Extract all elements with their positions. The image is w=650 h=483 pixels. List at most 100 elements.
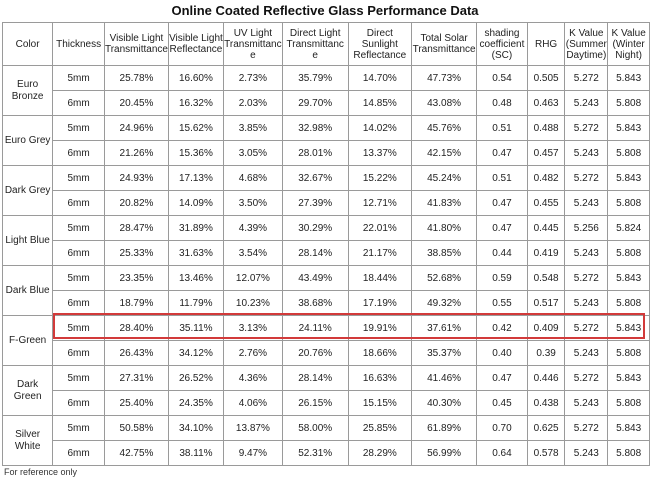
table-cell: 0.39 <box>526 340 566 366</box>
table-cell: 5.272 <box>564 265 609 291</box>
table-cell: 13.37% <box>347 140 413 166</box>
table-cell: 19.91% <box>347 315 413 341</box>
table-cell: 5.808 <box>607 340 650 366</box>
table-cell: 17.13% <box>167 165 224 191</box>
table-cell: 2.73% <box>222 65 283 91</box>
table-row: Euro Grey 5mm 24.96% 15.62% 3.85% 32.98% 14.02… <box>1 115 650 166</box>
table-cell: 0.505 <box>526 65 566 91</box>
table-row: Light Blue 5mm 28.47% 31.89% 4.39% 30.29% 22.0… <box>1 215 650 266</box>
table-cell: 41.83% <box>411 190 478 216</box>
table-row: Dark Green 5mm 27.31% 26.52% 4.36% 28.14% 16.6… <box>1 365 650 416</box>
table-cell: 38.68% <box>281 290 349 316</box>
table-cell: 20.76% <box>281 340 349 366</box>
table-cell: 0.42 <box>476 315 528 341</box>
table-cell: 27.31% <box>103 365 169 391</box>
color-cell: Dark Blue <box>1 265 54 316</box>
table-cell: 5.272 <box>564 65 609 91</box>
table-cell: 18.79% <box>103 290 169 316</box>
table-cell: 29.70% <box>281 90 349 116</box>
header-rhg: RHG <box>526 22 566 66</box>
table-cell: 4.68% <box>222 165 283 191</box>
table-cell: 26.15% <box>281 390 349 416</box>
table-cell: 15.62% <box>167 115 224 141</box>
table-cell: 0.47 <box>476 190 528 216</box>
header-thickness: Thickness <box>52 22 105 66</box>
table-cell: 5.243 <box>564 190 609 216</box>
table-cell: 5.243 <box>564 440 609 466</box>
table-cell: 4.36% <box>222 365 283 391</box>
table-cell: 20.82% <box>103 190 169 216</box>
table-cell: 5.272 <box>564 315 609 341</box>
table-cell: 20.45% <box>103 90 169 116</box>
table-cell: 5.824 <box>607 215 650 241</box>
table-cell: 0.64 <box>476 440 528 466</box>
table-cell: 38.85% <box>411 240 478 266</box>
table-cell: 45.24% <box>411 165 478 191</box>
table-cell: 52.68% <box>411 265 478 291</box>
table-cell: 52.31% <box>281 440 349 466</box>
table-cell: 35.11% <box>167 315 224 341</box>
table-cell: 3.50% <box>222 190 283 216</box>
table-cell: 0.70 <box>476 415 528 441</box>
table-cell: 24.11% <box>281 315 349 341</box>
table-cell: 5.808 <box>607 440 650 466</box>
table-cell: 5.808 <box>607 140 650 166</box>
table-cell: 25.85% <box>347 415 413 441</box>
table-cell: 16.32% <box>167 90 224 116</box>
table-cell: 5.272 <box>564 115 609 141</box>
table-cell: 5.256 <box>564 215 609 241</box>
table-cell: 0.47 <box>476 365 528 391</box>
table-cell: 5.843 <box>607 365 650 391</box>
table-cell: 5.243 <box>564 240 609 266</box>
table-cell: 28.40% <box>103 315 169 341</box>
table-cell: 15.15% <box>347 390 413 416</box>
color-cell: Dark Grey <box>1 165 54 216</box>
table-cell: 15.22% <box>347 165 413 191</box>
table-cell: 0.54 <box>476 65 528 91</box>
table-cell: 41.46% <box>411 365 478 391</box>
table-cell: 0.578 <box>526 440 566 466</box>
table-cell: 28.01% <box>281 140 349 166</box>
table-cell: 5.243 <box>564 390 609 416</box>
table-cell: 24.96% <box>103 115 169 141</box>
table-cell: 3.85% <box>222 115 283 141</box>
table-cell: 0.409 <box>526 315 566 341</box>
table-cell: 5.808 <box>607 90 650 116</box>
table-cell: 5mm <box>52 415 105 441</box>
table-cell: 27.39% <box>281 190 349 216</box>
table-cell: 24.93% <box>103 165 169 191</box>
color-cell: F-Green <box>1 315 54 366</box>
table-cell: 12.71% <box>347 190 413 216</box>
table-cell: 21.17% <box>347 240 413 266</box>
table-cell: 5.272 <box>564 415 609 441</box>
table-cell: 26.52% <box>167 365 224 391</box>
table-cell: 42.15% <box>411 140 478 166</box>
header-color: Color <box>1 22 54 66</box>
table-row: Dark Blue 5mm 23.35% 13.46% 12.07% 43.49% 18.4… <box>1 265 650 316</box>
table-cell: 0.47 <box>476 140 528 166</box>
table-cell: 6mm <box>52 390 105 416</box>
table-cell: 47.73% <box>411 65 478 91</box>
table-cell: 38.11% <box>167 440 224 466</box>
table-cell: 5mm <box>52 65 105 91</box>
performance-table: Color Thickness Visible Light Transmitta… <box>1 22 650 466</box>
table-cell: 25.40% <box>103 390 169 416</box>
table-cell: 37.61% <box>411 315 478 341</box>
table-cell: 0.47 <box>476 215 528 241</box>
table-cell: 45.76% <box>411 115 478 141</box>
table-cell: 14.09% <box>167 190 224 216</box>
table-cell: 18.44% <box>347 265 413 291</box>
table-cell: 0.446 <box>526 365 566 391</box>
table-cell: 5.243 <box>564 140 609 166</box>
table-cell: 23.35% <box>103 265 169 291</box>
table-cell: 25.78% <box>103 65 169 91</box>
table-cell: 49.32% <box>411 290 478 316</box>
table-cell: 34.12% <box>167 340 224 366</box>
header-k-value-winter: K Value (Winter Night) <box>607 22 650 66</box>
table-cell: 0.517 <box>526 290 566 316</box>
table-cell: 6mm <box>52 90 105 116</box>
table-cell: 28.29% <box>347 440 413 466</box>
table-cell: 40.30% <box>411 390 478 416</box>
table-cell: 10.23% <box>222 290 283 316</box>
table-row: 6mm 20.45% 16.32% 2.03% 29.70% 14.85% 43.08% 0.… <box>3 90 650 116</box>
